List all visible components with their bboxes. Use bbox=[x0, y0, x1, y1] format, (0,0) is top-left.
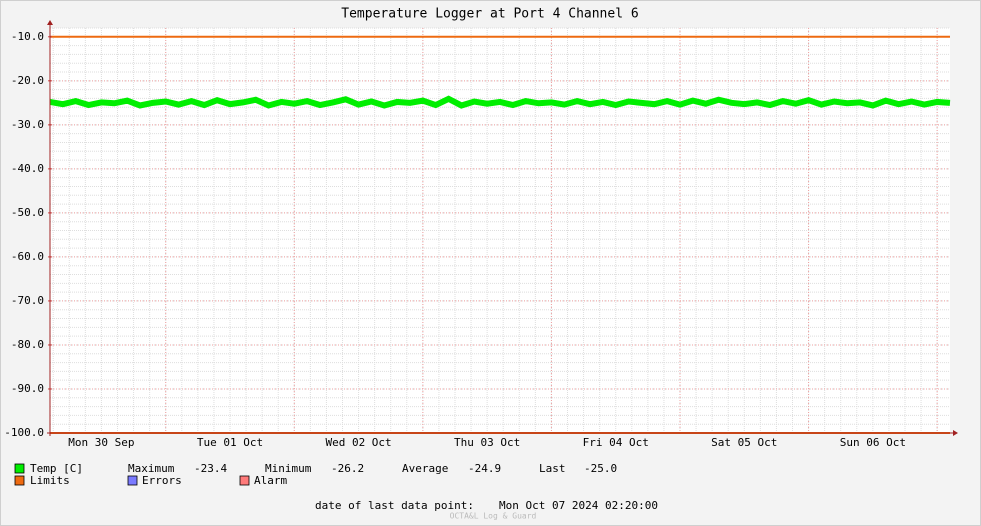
legend-label: Temp [C] bbox=[30, 462, 83, 475]
stat-label: Average bbox=[402, 462, 448, 475]
legend-label: Errors bbox=[142, 474, 182, 487]
legend-swatch bbox=[14, 463, 25, 474]
x-tick-label: Mon 30 Sep bbox=[68, 436, 134, 449]
watermark: OCTA&L Log & Guard bbox=[450, 512, 537, 521]
x-tick-label: Thu 03 Oct bbox=[454, 436, 520, 449]
y-tick-label: -90.0 bbox=[11, 382, 44, 395]
stat-label: Last bbox=[539, 462, 566, 475]
y-tick-label: -40.0 bbox=[11, 162, 44, 175]
y-tick-label: -60.0 bbox=[11, 250, 44, 263]
chart-title: Temperature Logger at Port 4 Channel 6 bbox=[341, 7, 638, 22]
y-tick-label: -10.0 bbox=[11, 30, 44, 43]
stat-value: -23.4 bbox=[194, 462, 227, 475]
x-tick-label: Wed 02 Oct bbox=[325, 436, 391, 449]
y-tick-label: -30.0 bbox=[11, 118, 44, 131]
legend-label: Alarm bbox=[254, 474, 287, 487]
legend-swatch bbox=[239, 475, 250, 486]
last-data-label: date of last data point: bbox=[315, 499, 474, 512]
stat-value: -24.9 bbox=[468, 462, 501, 475]
legend-swatch bbox=[127, 475, 138, 486]
last-data: Mon Oct 07 2024 02:20:00 bbox=[499, 499, 658, 512]
y-tick-label: -20.0 bbox=[11, 74, 44, 87]
grid bbox=[50, 27, 950, 434]
x-tick-label: Tue 01 Oct bbox=[197, 436, 263, 449]
legend-swatch bbox=[14, 475, 25, 486]
x-tick-label: Fri 04 Oct bbox=[583, 436, 649, 449]
y-tick-label: -100.0 bbox=[4, 426, 44, 439]
temp-line bbox=[49, 95, 951, 109]
y-axis-arrow bbox=[47, 20, 53, 25]
stat-value: -25.0 bbox=[584, 462, 617, 475]
stat-value: -26.2 bbox=[331, 462, 364, 475]
y-tick-label: -50.0 bbox=[11, 206, 44, 219]
y-tick-label: -70.0 bbox=[11, 294, 44, 307]
x-tick-label: Sun 06 Oct bbox=[840, 436, 906, 449]
legend: Temp [C] Maximum -23.4 Minimum -26.2 Average -… bbox=[14, 462, 617, 487]
legend-label: Limits bbox=[30, 474, 70, 487]
stat-label: Maximum bbox=[128, 462, 175, 475]
stat-label: Minimum bbox=[265, 462, 312, 475]
x-tick-label: Sat 05 Oct bbox=[711, 436, 777, 449]
axes: -10.0 -20.0 -30.0 -40.0 -50.0 -60.0 -70.0 -80.0… bbox=[4, 20, 958, 449]
x-axis-arrow bbox=[953, 430, 958, 436]
y-tick-label: -80.0 bbox=[11, 338, 44, 351]
